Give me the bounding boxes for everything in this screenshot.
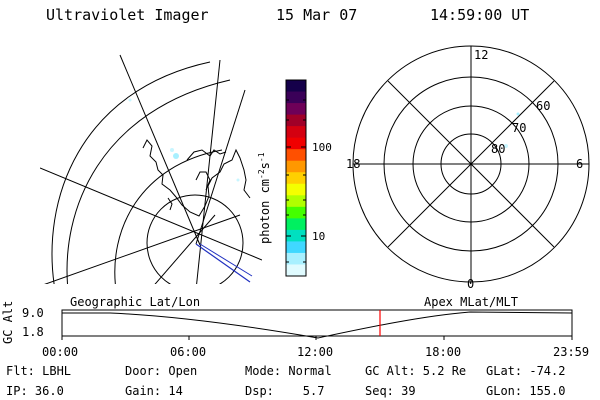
polar-label-0: 0 — [467, 277, 474, 291]
aurora-speck — [516, 112, 520, 116]
status-mode: Mode: Normal — [245, 364, 332, 378]
timeline-y-top: 9.0 — [22, 306, 44, 320]
colorbar-band — [286, 172, 306, 185]
time-label: 14:59:00 UT — [430, 6, 530, 24]
colorbar-band — [286, 252, 306, 265]
polar-label-18: 18 — [346, 157, 360, 171]
status-glon: GLon: 155.0 — [486, 384, 566, 398]
polar-label-70: 70 — [512, 121, 526, 135]
aurora-speck — [236, 178, 240, 182]
timeline-tick-0: 00:00 — [42, 345, 79, 359]
colorbar — [286, 80, 306, 277]
polar-label-60: 60 — [536, 99, 550, 113]
meridian-line — [119, 54, 201, 246]
colorbar-units-label: photon cm-2s-1 — [257, 152, 272, 244]
timeline-tick-2: 12:00 — [297, 345, 334, 359]
status-gain: Gain: 14 — [125, 384, 183, 398]
colorbar-ticks — [286, 99, 306, 263]
colorbar-band — [286, 218, 306, 231]
latitude-arc — [66, 79, 231, 284]
latitude-arc — [51, 61, 211, 284]
status-door: Door: Open — [125, 364, 198, 378]
status-gc-alt: GC Alt: 5.2 Re — [365, 364, 467, 378]
colorbar-band — [286, 114, 306, 127]
timeline-y-axis-label: GC Alt — [1, 300, 15, 344]
status-ip: IP: 36.0 — [6, 384, 64, 398]
meridian-line — [44, 214, 241, 284]
timeline-y-bottom: 1.8 — [22, 325, 44, 339]
colorbar-tick-10: 10 — [312, 230, 325, 243]
satellite-track — [199, 243, 253, 277]
colorbar-frame — [285, 79, 307, 277]
polar-label-12: 12 — [474, 48, 488, 62]
colorbar-band — [286, 103, 306, 116]
coastline — [142, 139, 251, 217]
polar-label-6: 6 — [576, 157, 583, 171]
status-glat: GLat: -74.2 — [486, 364, 566, 378]
polar-diagonal — [387, 80, 555, 248]
status-seq: Seq: 39 — [365, 384, 416, 398]
colorbar-band — [286, 241, 306, 254]
altitude-curve — [62, 311, 573, 339]
timeline-tick-1: 06:00 — [170, 345, 207, 359]
aurora-speck — [504, 144, 508, 148]
aurora-speck — [173, 153, 179, 159]
coastline — [195, 171, 211, 191]
coastline — [186, 149, 227, 161]
colorbar-band — [286, 264, 306, 277]
timeline-frame — [61, 309, 573, 337]
colorbar-band — [286, 149, 306, 162]
meridian-line — [195, 89, 246, 245]
aurora-speck — [128, 98, 132, 102]
instrument-title: Ultraviolet Imager — [46, 6, 209, 24]
date-label: 15 Mar 07 — [276, 6, 358, 24]
geographic-map — [40, 54, 262, 284]
aurora-speck — [170, 148, 174, 152]
colorbar-band — [286, 91, 306, 104]
colorbar-band — [286, 80, 306, 93]
polar-label-80: 80 — [491, 142, 505, 156]
timeline-tick-4: 23:59 — [553, 345, 590, 359]
status-flt: Flt: LBHL — [6, 364, 72, 378]
colorbar-band — [286, 137, 306, 150]
status-dsp: Dsp: 5.7 — [245, 384, 325, 398]
colorbar-band — [286, 126, 306, 139]
timeline-right-title: Apex MLat/MLT — [424, 295, 518, 309]
meridian-line — [154, 214, 216, 284]
timeline-tick-3: 18:00 — [425, 345, 462, 359]
polar-plot — [352, 45, 590, 283]
latitude-circle — [146, 194, 244, 284]
meridian-line — [40, 167, 262, 261]
colorbar-band — [286, 160, 306, 173]
coastline — [167, 197, 173, 211]
timeline-left-title: Geographic Lat/Lon — [70, 295, 201, 309]
latitude-arc — [114, 149, 223, 284]
satellite-track — [195, 243, 251, 283]
colorbar-band — [286, 229, 306, 242]
timeline-panel — [61, 309, 573, 340]
colorbar-band — [286, 206, 306, 219]
colorbar-band — [286, 195, 306, 208]
colorbar-tick-100: 100 — [312, 141, 332, 154]
colorbar-band — [286, 183, 306, 196]
